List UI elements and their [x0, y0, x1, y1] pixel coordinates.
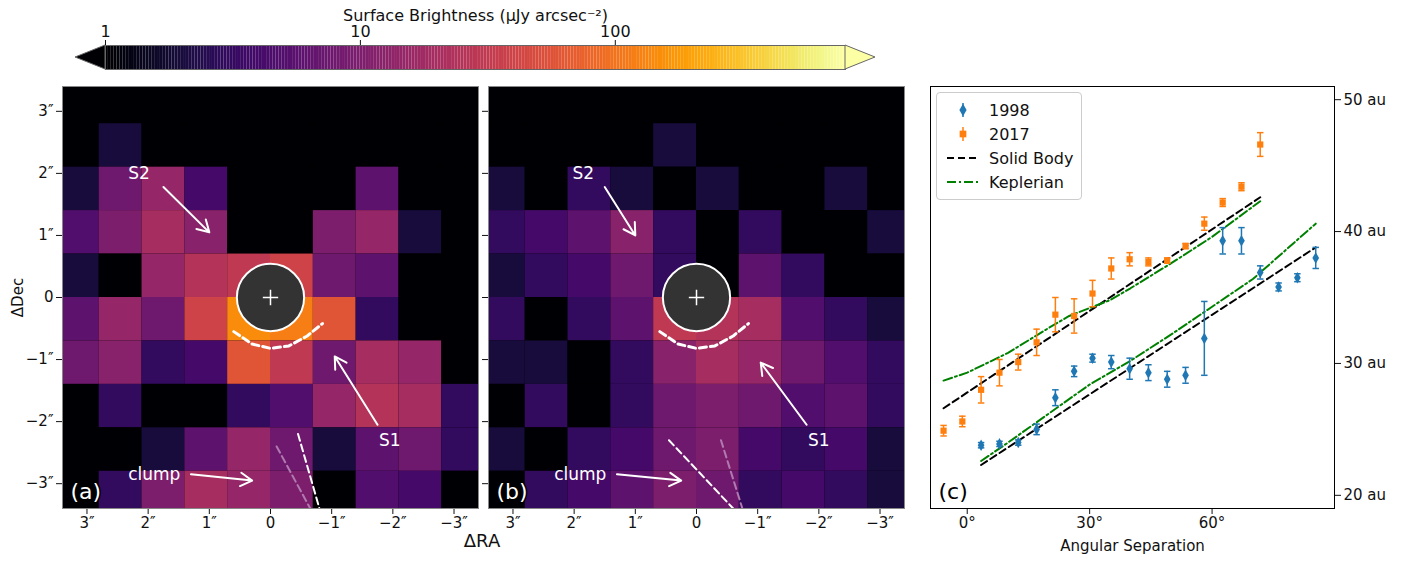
svg-text:S2: S2: [128, 163, 150, 183]
svg-text:2″: 2″: [141, 514, 157, 532]
html-text:1998: 1998: [989, 100, 1030, 120]
svg-text:−1″: −1″: [744, 514, 772, 532]
svg-text:0: 0: [692, 514, 702, 532]
svg-text:2″: 2″: [567, 514, 583, 532]
svg-text:20 au: 20 au: [1344, 486, 1387, 504]
svg-text:0: 0: [266, 514, 276, 532]
svg-text:30 au: 30 au: [1344, 354, 1387, 372]
svg-text:Angular Separation: Angular Separation: [1060, 537, 1205, 555]
svg-text:ΔDec: ΔDec: [9, 278, 27, 317]
svg-text:3″: 3″: [38, 102, 54, 120]
svg-text:60°: 60°: [1199, 514, 1226, 532]
svg-text:Surface Brightness (μJy arcsec: Surface Brightness (μJy arcsec⁻²): [343, 6, 608, 25]
svg-text:S1: S1: [808, 430, 830, 450]
svg-text:1″: 1″: [628, 514, 644, 532]
svg-text:3″: 3″: [505, 514, 521, 532]
svg-text:40 au: 40 au: [1344, 222, 1387, 240]
svg-text:0°: 0°: [959, 514, 976, 532]
svg-text:3″: 3″: [79, 514, 95, 532]
svg-text:(b): (b): [497, 479, 528, 504]
svg-text:1″: 1″: [202, 514, 218, 532]
svg-text:−2″: −2″: [805, 514, 833, 532]
svg-text:−2″: −2″: [379, 514, 407, 532]
svg-text:clump: clump: [554, 464, 606, 484]
svg-text:(a): (a): [71, 479, 102, 504]
svg-text:−2″: −2″: [26, 412, 54, 430]
svg-text:−1″: −1″: [26, 350, 54, 368]
svg-text:−3″: −3″: [866, 514, 894, 532]
svg-text:S2: S2: [573, 163, 595, 183]
html-text:ΔRA: ΔRA: [463, 530, 501, 551]
svg-text:S1: S1: [379, 430, 401, 450]
svg-text:30°: 30°: [1076, 514, 1103, 532]
svg-text:100: 100: [600, 21, 631, 41]
html-text:Keplerian: Keplerian: [989, 172, 1064, 192]
svg-text:−1″: −1″: [318, 514, 346, 532]
html-text:2017: 2017: [989, 124, 1030, 144]
svg-text:−3″: −3″: [440, 514, 468, 532]
svg-text:2″: 2″: [38, 164, 54, 182]
svg-text:−3″: −3″: [26, 474, 54, 492]
svg-text:(c): (c): [939, 479, 968, 504]
svg-text:1: 1: [100, 22, 110, 41]
svg-text:1″: 1″: [38, 226, 54, 244]
svg-text:clump: clump: [128, 464, 180, 484]
svg-text:10: 10: [350, 21, 371, 41]
svg-text:50 au: 50 au: [1344, 90, 1387, 108]
html-text:Solid Body: Solid Body: [989, 148, 1074, 168]
svg-text:0: 0: [44, 288, 54, 306]
